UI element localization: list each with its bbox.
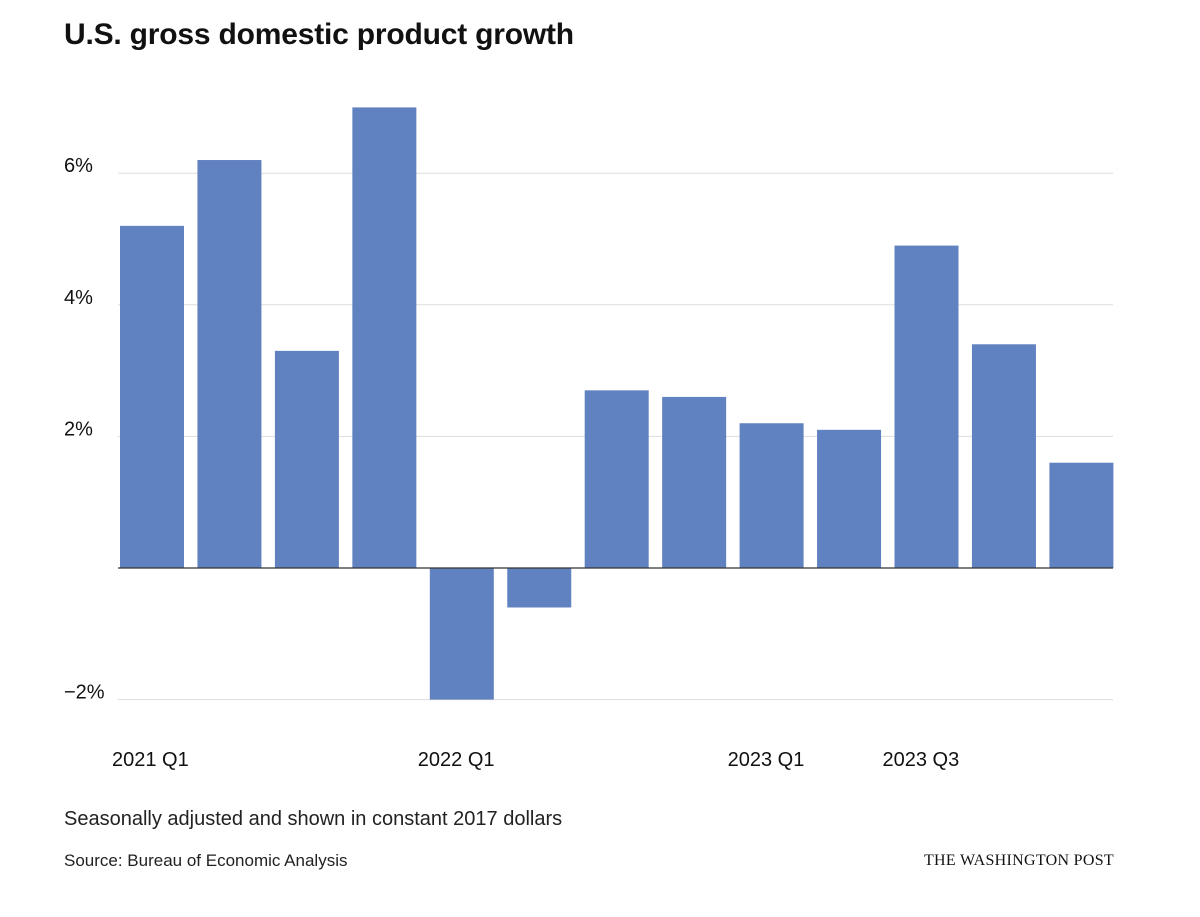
x-tick-label: 2023 Q3 <box>883 749 960 771</box>
chart-subtitle: Seasonally adjusted and shown in constan… <box>64 808 563 830</box>
bar <box>1049 462 1114 568</box>
bar <box>662 396 727 568</box>
bar <box>274 350 339 568</box>
x-tick-label: 2023 Q1 <box>728 749 805 771</box>
publisher-credit: THE WASHINGTON POST <box>923 852 1114 869</box>
bar <box>584 390 649 568</box>
bar <box>429 568 494 700</box>
source-note: Source: Bureau of Economic Analysis <box>64 851 348 870</box>
bar <box>507 568 572 608</box>
bar <box>739 423 804 568</box>
bar <box>971 344 1036 568</box>
y-tick-label: 4% <box>64 287 93 309</box>
chart-title: U.S. gross domestic product growth <box>64 18 574 51</box>
bar <box>817 429 882 568</box>
y-tick-label: 6% <box>64 155 93 177</box>
bar <box>352 107 417 569</box>
x-tick-label: 2022 Q1 <box>418 749 495 771</box>
bar <box>197 160 262 569</box>
y-tick-label: 2% <box>64 418 93 440</box>
x-tick-label: 2021 Q1 <box>112 749 189 771</box>
bar <box>894 245 959 568</box>
bar <box>120 225 184 568</box>
y-tick-label: −2% <box>64 682 105 704</box>
